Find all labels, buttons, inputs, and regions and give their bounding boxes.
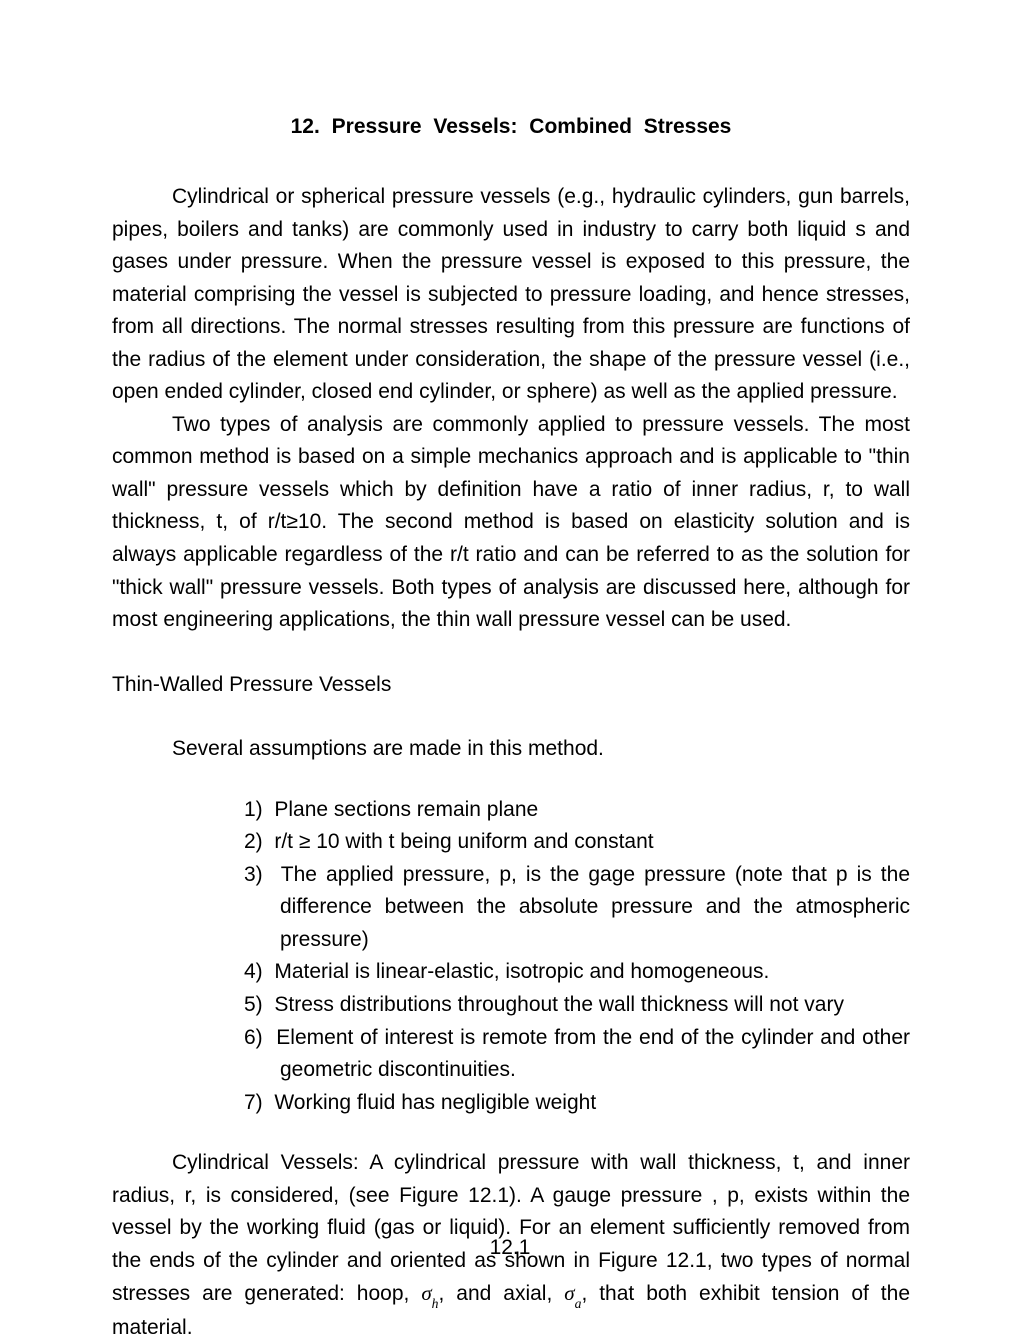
list-number: 7) xyxy=(244,1091,263,1114)
list-text: r/t ≥ 10 with t being uniform and consta… xyxy=(274,830,653,853)
subscript-a: a xyxy=(575,1296,582,1311)
lead-in: Several assumptions are made in this met… xyxy=(112,733,910,766)
list-number: 6) xyxy=(244,1026,263,1049)
page: 12. Pressure Vessels: Combined Stresses … xyxy=(0,0,1020,1320)
list-item: 7) Working fluid has negligible weight xyxy=(112,1087,910,1120)
list-text: Stress distributions throughout the wall… xyxy=(274,993,844,1016)
list-text: Material is linear-elastic, isotropic an… xyxy=(274,960,769,983)
sigma-symbol: σ xyxy=(421,1281,431,1305)
list-item: 1) Plane sections remain plane xyxy=(112,794,910,827)
list-text: Working fluid has negligible weight xyxy=(274,1091,596,1114)
sigma-symbol: σ xyxy=(564,1281,574,1305)
subscript-h: h xyxy=(432,1296,439,1311)
list-number: 5) xyxy=(244,993,263,1016)
paragraph-1: Cylindrical or spherical pressure vessel… xyxy=(112,181,910,409)
page-number: 12.1 xyxy=(0,1236,1020,1260)
list-item: 4) Material is linear-elastic, isotropic… xyxy=(112,956,910,989)
document-title: 12. Pressure Vessels: Combined Stresses xyxy=(112,115,910,139)
assumptions-list: 1) Plane sections remain plane 2) r/t ≥ … xyxy=(112,794,910,1119)
list-text: The applied pressure, p, is the gage pre… xyxy=(280,863,910,951)
list-item: 5) Stress distributions throughout the w… xyxy=(112,989,910,1022)
list-number: 2) xyxy=(244,830,263,853)
list-text: Element of interest is remote from the e… xyxy=(276,1026,910,1082)
section-heading: Thin-Walled Pressure Vessels xyxy=(112,669,910,702)
paragraph-2: Two types of analysis are commonly appli… xyxy=(112,409,910,637)
list-item: 2) r/t ≥ 10 with t being uniform and con… xyxy=(112,826,910,859)
list-text: Plane sections remain plane xyxy=(274,798,538,821)
list-item: 6) Element of interest is remote from th… xyxy=(112,1022,910,1087)
list-number: 4) xyxy=(244,960,263,983)
p3-text-2: , and axial, xyxy=(439,1282,565,1305)
list-number: 3) xyxy=(244,863,263,886)
list-number: 1) xyxy=(244,798,263,821)
list-item: 3) The applied pressure, p, is the gage … xyxy=(112,859,910,957)
